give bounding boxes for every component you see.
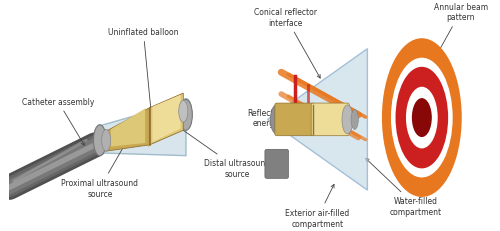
Ellipse shape xyxy=(94,125,106,156)
Ellipse shape xyxy=(102,130,110,152)
Polygon shape xyxy=(100,102,186,156)
FancyBboxPatch shape xyxy=(275,104,315,136)
Text: Water-filled
compartment: Water-filled compartment xyxy=(366,158,442,216)
Ellipse shape xyxy=(412,99,432,137)
Ellipse shape xyxy=(180,99,192,128)
Ellipse shape xyxy=(180,100,192,131)
Ellipse shape xyxy=(94,125,106,154)
Ellipse shape xyxy=(342,105,353,134)
Polygon shape xyxy=(106,108,150,152)
Text: Annular beam
pattern: Annular beam pattern xyxy=(434,3,488,58)
Polygon shape xyxy=(268,49,368,190)
Ellipse shape xyxy=(178,101,188,123)
Ellipse shape xyxy=(351,110,358,130)
Text: Conical reflector
interface: Conical reflector interface xyxy=(254,9,320,79)
Ellipse shape xyxy=(382,39,462,197)
Ellipse shape xyxy=(96,129,106,154)
Text: Catheter assembly: Catheter assembly xyxy=(22,97,94,146)
Ellipse shape xyxy=(182,104,192,129)
Ellipse shape xyxy=(391,58,452,178)
FancyBboxPatch shape xyxy=(311,104,350,136)
Ellipse shape xyxy=(406,87,438,149)
Text: Distal ultrasound
source: Distal ultrasound source xyxy=(168,120,270,178)
Text: Exterior air-filled
compartment: Exterior air-filled compartment xyxy=(286,185,350,228)
Ellipse shape xyxy=(396,67,448,169)
FancyBboxPatch shape xyxy=(265,150,288,179)
Polygon shape xyxy=(110,109,145,147)
Text: Proximal ultrasound
source: Proximal ultrasound source xyxy=(62,141,138,198)
Polygon shape xyxy=(152,95,180,143)
Text: Reflected
energy: Reflected energy xyxy=(248,108,298,128)
Polygon shape xyxy=(150,94,184,145)
Text: Uninflated balloon: Uninflated balloon xyxy=(108,28,178,122)
Ellipse shape xyxy=(270,105,283,134)
